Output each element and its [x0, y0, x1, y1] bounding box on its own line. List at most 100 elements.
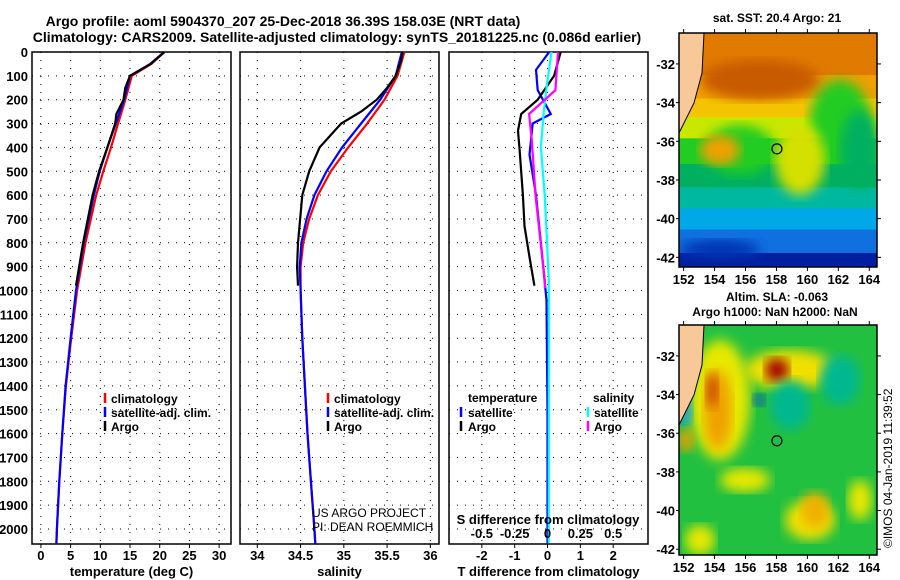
s-tick-label: 0.25 — [568, 526, 593, 541]
series-climatology — [55, 51, 166, 544]
sla-feature — [801, 492, 829, 528]
imos-timestamp: ©IMOS 04-Jan-2019 11:39:52 — [881, 388, 895, 548]
map-x-tick-label: 156 — [735, 560, 757, 575]
sst-map-title: sat. SST: 20.4 Argo: 21 — [713, 11, 842, 25]
legend-label: Argo — [594, 420, 622, 434]
y-tick-label: 800 — [6, 236, 28, 251]
legend-title-salinity: salinity — [593, 391, 635, 405]
y-tick-label: 0 — [21, 45, 28, 60]
plot-frame — [31, 51, 232, 545]
map-y-tick-label: -42 — [656, 542, 675, 557]
title-line-2: Climatology: CARS2009. Satellite-adjuste… — [33, 29, 641, 45]
map-x-tick-label: 158 — [766, 272, 788, 287]
x-tick-label: -2 — [476, 548, 488, 563]
map-x-tick-label: 156 — [735, 272, 757, 287]
legend-label: climatology — [334, 392, 401, 406]
sla-map-subtitle: Argo h1000: NaN h2000: NaN — [692, 305, 857, 319]
map-frame — [678, 324, 878, 556]
sla-feature — [706, 372, 718, 408]
sst-feature — [680, 240, 760, 260]
map-field — [679, 325, 877, 555]
s-axis-label: S difference from climatology — [457, 512, 641, 527]
legend-label: satellite-adj. clim. — [334, 406, 434, 420]
profile-panel-2: 34 34.5 35 35.5 36 salinity climatologysatelli… — [239, 51, 440, 579]
x-tick-label: 25 — [182, 548, 196, 563]
series-temperature-argo — [516, 51, 562, 286]
plot-frame — [239, 51, 440, 545]
y-tick-label: 1100 — [0, 307, 28, 322]
y-tick-label: 1000 — [0, 284, 28, 299]
x-tick-label: 15 — [123, 548, 137, 563]
s-tick-label: -0.25 — [500, 526, 530, 541]
sla-feature — [848, 480, 872, 520]
map-x-tick-label: 164 — [858, 560, 880, 575]
sla-feature — [745, 350, 835, 390]
x-tick-label: 1 — [577, 548, 584, 563]
map-y-tick-label: -40 — [656, 504, 675, 519]
series-temperature-satellite — [528, 51, 553, 544]
map-y-tick-label: -36 — [656, 426, 675, 441]
s-tick-label: 0.5 — [604, 526, 622, 541]
x-tick-label: 36 — [423, 548, 437, 563]
y-tick-label: 1700 — [0, 450, 28, 465]
map-y-tick-label: -38 — [656, 465, 675, 480]
map-x-tick-label: 160 — [797, 272, 819, 287]
y-tick-label: 1800 — [0, 474, 28, 489]
legend-label: climatology — [111, 392, 178, 406]
argo-position-marker — [771, 435, 783, 447]
legend-label: Argo — [334, 420, 362, 434]
legend-label: Argo — [468, 420, 496, 434]
map-x-tick-label: 160 — [797, 560, 819, 575]
map-x-tick-label: 152 — [673, 560, 695, 575]
argo-position-marker — [771, 143, 783, 155]
x-tick-label: 35 — [337, 548, 351, 563]
sla-feature — [720, 468, 770, 492]
legend-label: Argo — [111, 420, 139, 434]
land-coastline — [679, 33, 705, 134]
x-tick-label: 35.5 — [374, 548, 399, 563]
map-x-tick-label: 162 — [827, 560, 849, 575]
map-y-tick-label: -34 — [656, 388, 676, 403]
land-coastline — [679, 325, 705, 426]
y-tick-label: 1900 — [0, 498, 28, 513]
sla-map-title: Altim. SLA: -0.063 — [726, 290, 828, 304]
map-x-tick-label: 154 — [704, 272, 726, 287]
x-tick-label: 34 — [250, 548, 265, 563]
legend-label: satellite — [594, 406, 639, 420]
series-satellite-adj-clim- — [298, 51, 403, 544]
sst-feature — [700, 135, 740, 165]
sst-feature — [775, 125, 825, 195]
y-tick-label: 700 — [6, 212, 28, 227]
y-tick-label: 500 — [6, 164, 28, 179]
legend-label: satellite-adj. clim. — [111, 406, 211, 420]
sst-feature — [700, 60, 820, 100]
map-frame — [678, 32, 878, 268]
map-y-tick-label: -34 — [656, 96, 676, 111]
x-tick-label: 34.5 — [288, 548, 313, 563]
map-x-tick-label: 152 — [673, 272, 695, 287]
x-tick-label: 30 — [212, 548, 226, 563]
y-tick-label: 1200 — [0, 331, 28, 346]
sla-map: 152 154 156 158 160 162 164 -32 -34 -36 -38 -40 -42 — [656, 321, 881, 575]
map-x-tick-label: 162 — [827, 272, 849, 287]
y-tick-label: 300 — [6, 117, 28, 132]
series-argo — [74, 51, 165, 286]
sla-feature — [679, 428, 694, 452]
sla-feature — [753, 394, 765, 406]
x-tick-label: 2 — [610, 548, 617, 563]
map-x-tick-label: 164 — [858, 272, 880, 287]
title-line-1: Argo profile: aoml 5904370_207 25-Dec-20… — [46, 13, 521, 29]
x-tick-label: 5 — [67, 548, 74, 563]
x-tick-label: 0 — [37, 548, 44, 563]
sla-feature — [770, 380, 810, 430]
x-tick-label: 0 — [544, 548, 551, 563]
map-y-tick-label: -38 — [656, 173, 675, 188]
x-tick-label: -1 — [509, 548, 521, 563]
x-axis-label: salinity — [317, 564, 363, 579]
legend-title-temperature: temperature — [468, 391, 538, 405]
series-satellite-adj-clim- — [55, 51, 166, 544]
y-tick-label: 1500 — [0, 403, 28, 418]
series-salinity-argo — [527, 51, 560, 289]
